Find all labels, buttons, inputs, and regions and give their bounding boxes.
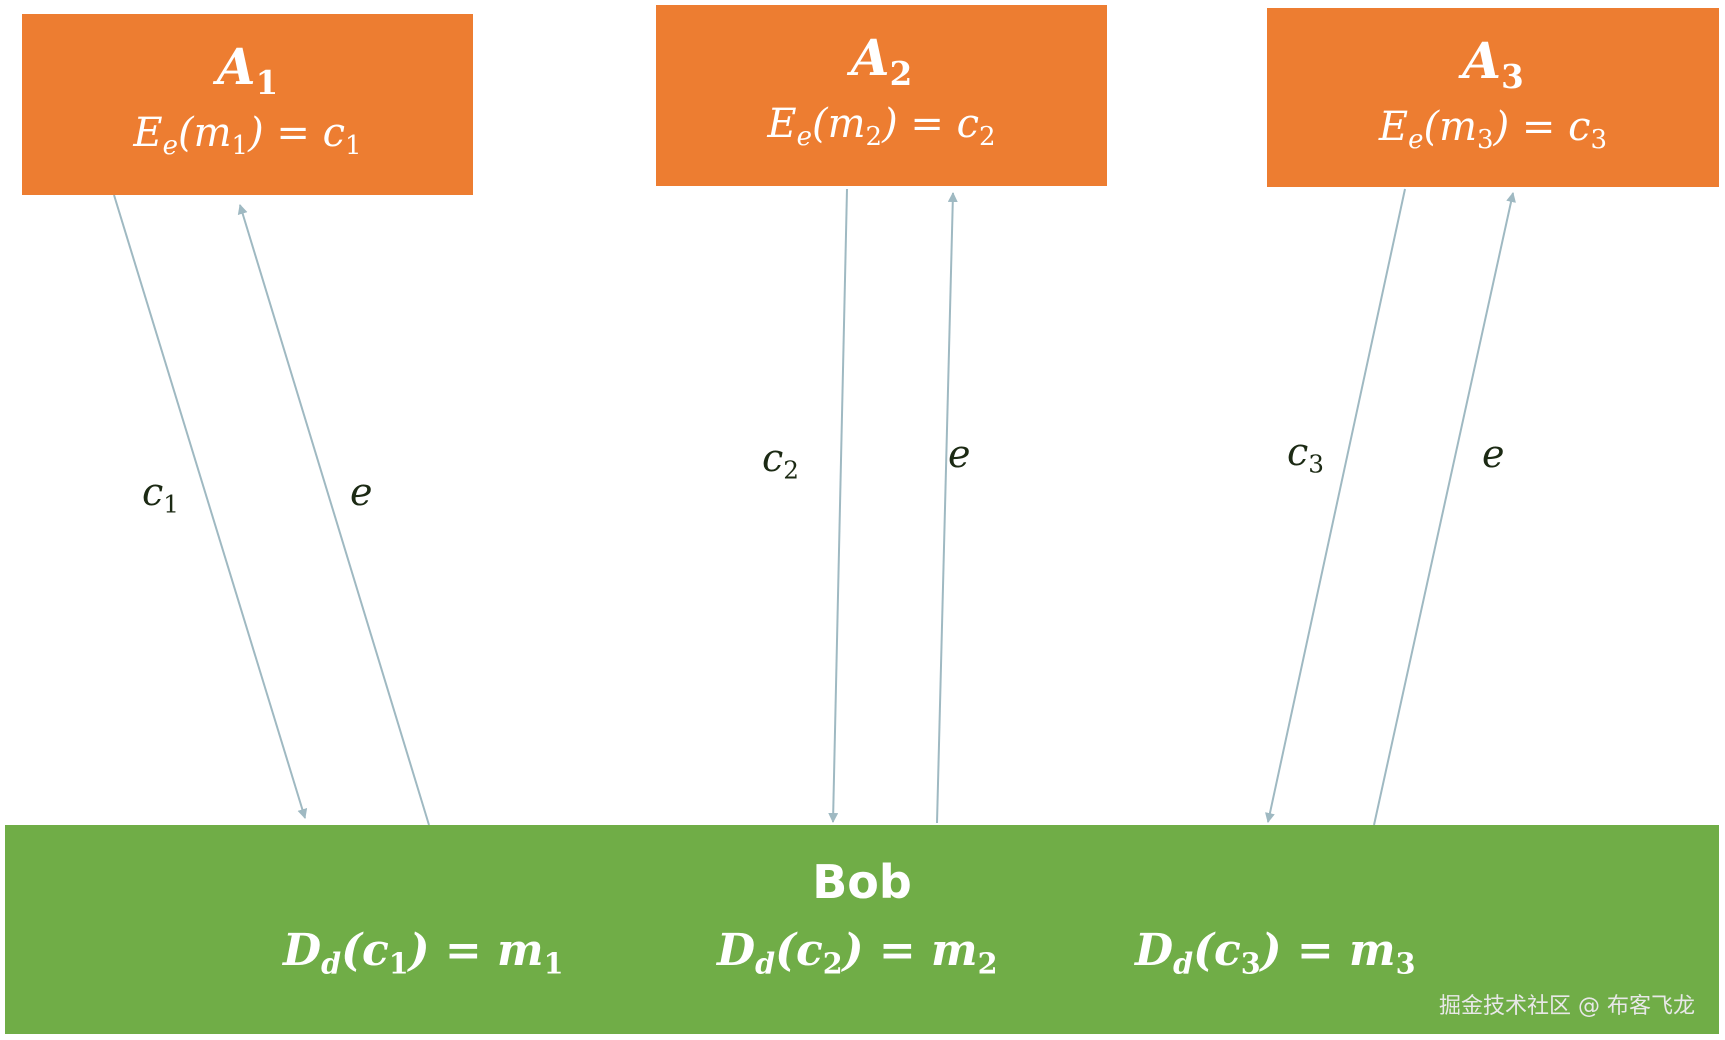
label-e1: e	[350, 470, 373, 514]
arrow-c3-to-bob	[1265, 188, 1406, 823]
sender-box-a3: A3 Ee(m3) = c3	[1267, 8, 1719, 187]
arrow-e-to-a1	[237, 204, 430, 826]
encryption-formula: Ee(m3) = c3	[1378, 104, 1608, 156]
decryption-formula-3: Dd(c3) = m3	[1135, 925, 1416, 981]
encryption-formula: Ee(m1) = c1	[133, 110, 362, 162]
encryption-formula: Ee(m2) = c2	[767, 101, 996, 153]
arrow-e-to-a3	[1373, 192, 1516, 826]
label-c1: c1	[142, 470, 180, 519]
arrow-e-to-a2	[936, 192, 958, 824]
label-c3: c3	[1287, 430, 1325, 479]
sender-name: A2	[850, 28, 913, 93]
label-e3: e	[1482, 432, 1505, 476]
watermark: 掘金技术社区 @ 布客飞龙	[1439, 994, 1695, 1019]
receiver-box-bob: Bob Dd(c1) = m1 Dd(c2) = m2 Dd(c3) = m3 …	[5, 825, 1719, 1034]
arrow-c2-to-bob	[828, 188, 848, 823]
decryption-formula-2: Dd(c2) = m2	[717, 925, 998, 981]
decryption-formula-1: Dd(c1) = m1	[283, 925, 564, 981]
label-e2: e	[948, 432, 971, 476]
sender-box-a1: A1 Ee(m1) = c1	[22, 14, 473, 195]
receiver-name: Bob	[812, 855, 912, 909]
sender-box-a2: A2 Ee(m2) = c2	[656, 5, 1107, 186]
arrow-c1-to-bob	[113, 194, 308, 819]
label-c2: c2	[762, 436, 800, 485]
sender-name: A3	[1462, 31, 1524, 96]
sender-name: A1	[216, 37, 279, 102]
